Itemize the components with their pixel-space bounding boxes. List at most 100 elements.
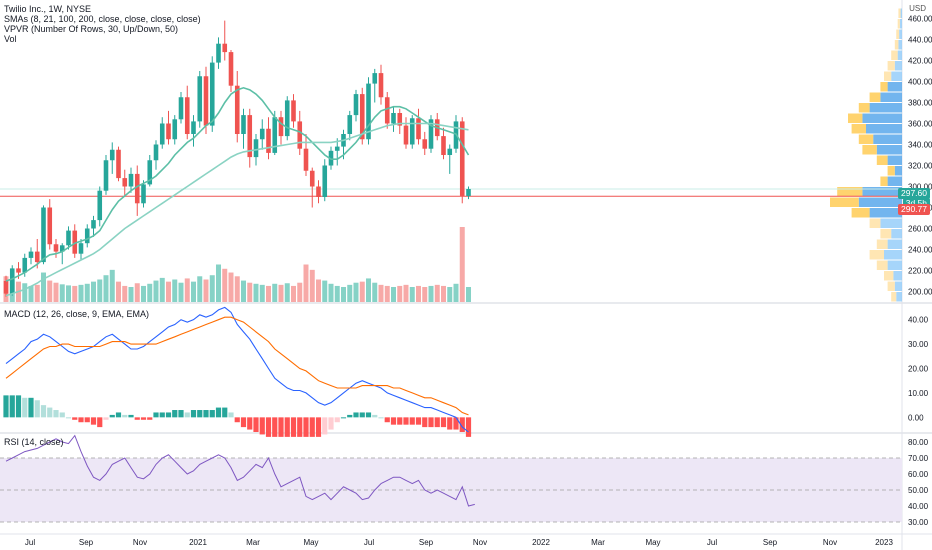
candle-body	[466, 189, 471, 196]
volume-bar	[397, 285, 403, 302]
volume-bar	[141, 285, 146, 302]
volume-bar	[53, 282, 59, 302]
macd-histogram-bar	[434, 417, 440, 428]
price-tick-label: 240.00	[908, 246, 932, 255]
time-axis-label: 2022	[532, 538, 550, 547]
volume-bar	[416, 285, 421, 302]
vpvr-row-down	[851, 124, 866, 134]
vpvr-row-down	[862, 145, 877, 155]
macd-histogram-bar	[409, 417, 415, 425]
macd-histogram-bar	[422, 417, 428, 428]
volume-bar	[78, 284, 84, 302]
volume-bar	[297, 282, 303, 302]
macd-histogram-bar	[134, 417, 140, 420]
candle-body	[303, 148, 309, 171]
candle-body	[116, 149, 121, 179]
macd-histogram-bar	[222, 407, 228, 418]
candle-body	[322, 165, 328, 197]
vpvr-row-down	[869, 250, 884, 260]
candle-body	[159, 123, 165, 145]
volume-bar	[378, 284, 384, 302]
candle-body	[66, 230, 71, 246]
macd-histogram-bar	[453, 417, 459, 430]
volume-bar	[134, 283, 140, 302]
macd-pane	[3, 306, 472, 437]
macd-histogram-bar	[390, 417, 397, 425]
volume-bar	[291, 285, 296, 302]
candle-body	[409, 118, 415, 145]
volume-bar	[403, 284, 409, 302]
vpvr-row-up	[894, 281, 902, 291]
macd-histogram-bar	[203, 410, 209, 418]
time-axis-label: Jul	[707, 538, 717, 547]
macd-histogram-bar	[403, 417, 409, 425]
candle-body	[153, 144, 159, 161]
time-axis-label: Jul	[364, 538, 374, 547]
volume-bar	[22, 283, 28, 302]
macd-histogram-bar	[59, 412, 65, 418]
sma-slow-line	[5, 122, 469, 297]
macd-histogram-bar	[322, 417, 328, 435]
price-tick-label: 260.00	[908, 225, 932, 234]
candle-body	[272, 117, 278, 153]
level-price-tag: 290.77	[898, 204, 930, 215]
sma-lines	[5, 86, 470, 297]
symbol-legend: Twilio Inc., 1W, NYSE	[4, 4, 92, 14]
volume-bar	[428, 285, 434, 302]
time-axis-label: Sep	[763, 538, 778, 547]
vpvr-row-up	[884, 250, 902, 260]
macd-histogram-bar	[247, 417, 253, 430]
volume-bar	[116, 281, 121, 302]
macd-histogram-bar	[459, 417, 465, 432]
candle-body	[278, 117, 284, 137]
time-axis-label: Jul	[25, 538, 35, 547]
vpvr-row-down	[876, 239, 888, 249]
macd-histogram-bar	[103, 417, 109, 420]
candle-body	[353, 94, 359, 116]
volume-bar	[259, 284, 265, 302]
volume-bar	[316, 279, 321, 302]
rsi-legend: RSI (14, close)	[4, 437, 64, 447]
vpvr-row-up	[887, 155, 902, 165]
macd-histogram-bar	[359, 412, 365, 418]
volume-bar	[372, 282, 378, 302]
macd-histogram-bar	[122, 414, 128, 418]
volume-bar	[341, 287, 346, 302]
vpvr-row-down	[858, 134, 874, 144]
candle-body	[59, 245, 65, 252]
candle-body	[47, 207, 53, 245]
macd-histogram-bar	[290, 417, 297, 437]
vpvr-row-down	[894, 40, 899, 50]
rsi-tick-label: 50.00	[908, 486, 929, 495]
vpvr-row-up	[869, 208, 902, 218]
macd-histogram-bar	[40, 405, 47, 418]
macd-histogram-bar	[9, 395, 15, 418]
macd-histogram-bar	[65, 417, 72, 419]
rsi-tick-label: 60.00	[908, 470, 929, 479]
macd-histogram-bar	[215, 407, 222, 418]
macd-histogram-bar	[84, 417, 90, 423]
macd-histogram-bar	[353, 412, 359, 418]
volume-bar	[47, 280, 53, 302]
vpvr-row-up	[880, 218, 902, 228]
vpvr-row-up	[858, 197, 902, 207]
vpvr-row-down	[858, 103, 870, 113]
macd-histogram-bar	[147, 417, 153, 420]
macd-histogram-bar	[165, 412, 172, 418]
vpvr-row-up	[862, 113, 902, 123]
macd-histogram-bar	[265, 417, 272, 437]
candle-body	[372, 73, 378, 84]
candlesticks	[0, 20, 902, 297]
candle-body	[166, 123, 171, 140]
macd-histogram-bar	[465, 417, 472, 437]
candle-body	[397, 113, 403, 126]
volume-bar	[409, 287, 415, 302]
candle-body	[28, 251, 34, 258]
macd-legend: MACD (12, 26, close, 9, EMA, EMA)	[4, 309, 150, 319]
macd-histogram-bar	[328, 417, 334, 430]
macd-histogram-bar	[272, 417, 278, 437]
countdown-tag: 3d 5h	[902, 198, 930, 209]
volume-bar	[178, 282, 184, 302]
candle-body	[72, 230, 78, 254]
macd-histogram-bar	[240, 417, 247, 428]
